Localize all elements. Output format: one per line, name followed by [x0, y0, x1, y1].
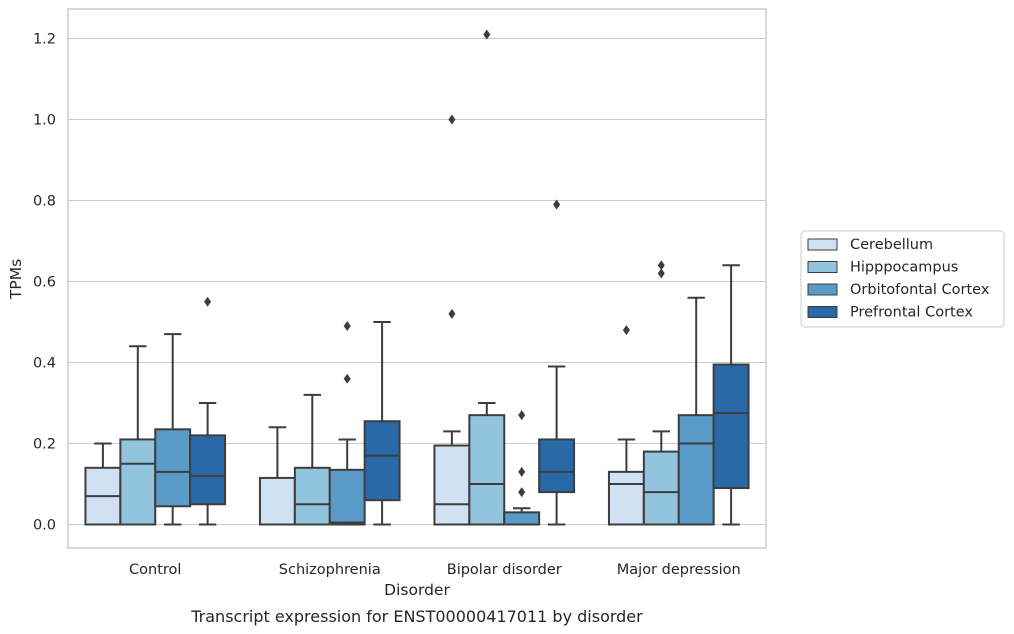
- legend-swatch: [807, 261, 838, 273]
- outlier-point: [204, 296, 212, 307]
- axes-frame: [67, 8, 767, 549]
- outlier-point: [483, 29, 491, 40]
- box-iqr: [642, 450, 680, 526]
- chart-caption: Transcript expression for ENST0000041701…: [190, 607, 643, 626]
- outlier-point: [518, 410, 526, 421]
- box-prefrontal-cortex: [189, 296, 227, 526]
- box-cerebellum: [433, 114, 471, 526]
- box-cerebellum: [607, 325, 645, 526]
- box-prefrontal-cortex: [538, 199, 576, 526]
- x-tick-label: Schizophrenia: [279, 562, 381, 578]
- box-iqr: [119, 438, 157, 526]
- box-orbitofontal-cortex: [328, 321, 366, 526]
- y-axis-title: TPMs: [7, 259, 25, 300]
- x-tick-label: Major depression: [617, 562, 741, 578]
- box-cerebellum: [258, 426, 296, 526]
- legend-label: Orbitofontal Cortex: [850, 282, 990, 298]
- box-orbitofontal-cortex: [154, 333, 192, 526]
- box-iqr: [258, 476, 296, 526]
- legend-label: Cerebellum: [850, 237, 933, 253]
- outlier-point: [657, 260, 665, 271]
- box-cerebellum: [84, 442, 122, 526]
- outlier-point: [518, 466, 526, 477]
- y-tick-label: 0.6: [33, 275, 56, 291]
- box-iqr: [712, 363, 750, 490]
- box-iqr: [468, 414, 506, 526]
- legend-swatch: [807, 306, 838, 318]
- outlier-point: [343, 373, 351, 384]
- outlier-point: [553, 199, 561, 210]
- legend-swatch: [807, 238, 838, 251]
- outlier-point: [657, 268, 665, 279]
- legend-box: [800, 230, 1005, 328]
- box-prefrontal-cortex: [363, 321, 401, 526]
- box-iqr: [328, 468, 366, 526]
- y-tick-label: 1.2: [33, 32, 56, 48]
- outlier-point: [622, 325, 630, 336]
- outlier-point: [343, 321, 351, 332]
- x-tick-label: Bipolar disorder: [447, 562, 562, 578]
- box-iqr: [503, 511, 541, 526]
- legend: Cerebellum Hipppocampus Orbitofontal Corte…: [800, 230, 1005, 328]
- x-tick-label: Control: [129, 562, 181, 578]
- box-hipppocampus: [642, 260, 680, 526]
- box-prefrontal-cortex: [712, 264, 750, 526]
- box-orbitofontal-cortex: [677, 296, 715, 526]
- plot-area: 0.0 0.2 0.4 0.6 0.8 1.0 1.2 Control Schizophreni…: [33, 8, 767, 578]
- x-axis-title: Disorder: [384, 581, 450, 599]
- y-tick-label: 0.4: [33, 356, 56, 372]
- box-iqr: [293, 466, 331, 526]
- outlier-point: [448, 308, 456, 319]
- box-iqr: [677, 414, 715, 526]
- box-hipppocampus: [293, 393, 331, 526]
- box-iqr: [363, 420, 401, 502]
- box-hipppocampus: [468, 29, 506, 526]
- legend-label: Hipppocampus: [850, 260, 958, 276]
- legend-swatch: [807, 283, 838, 296]
- y-tick-label: 0.2: [33, 437, 56, 453]
- box-orbitofontal-cortex: [503, 410, 541, 526]
- y-tick-label: 1.0: [33, 113, 56, 129]
- box-iqr: [607, 470, 645, 526]
- box-iqr: [154, 428, 192, 508]
- box-iqr: [433, 444, 471, 526]
- legend-label: Prefrontal Cortex: [850, 305, 973, 321]
- outlier-point: [518, 487, 526, 498]
- y-tick-label: 0.8: [33, 194, 56, 210]
- box-iqr: [538, 438, 576, 494]
- y-tick-label: 0.0: [33, 518, 56, 534]
- outlier-point: [448, 114, 456, 125]
- box-iqr: [189, 434, 227, 506]
- box-hipppocampus: [119, 345, 157, 526]
